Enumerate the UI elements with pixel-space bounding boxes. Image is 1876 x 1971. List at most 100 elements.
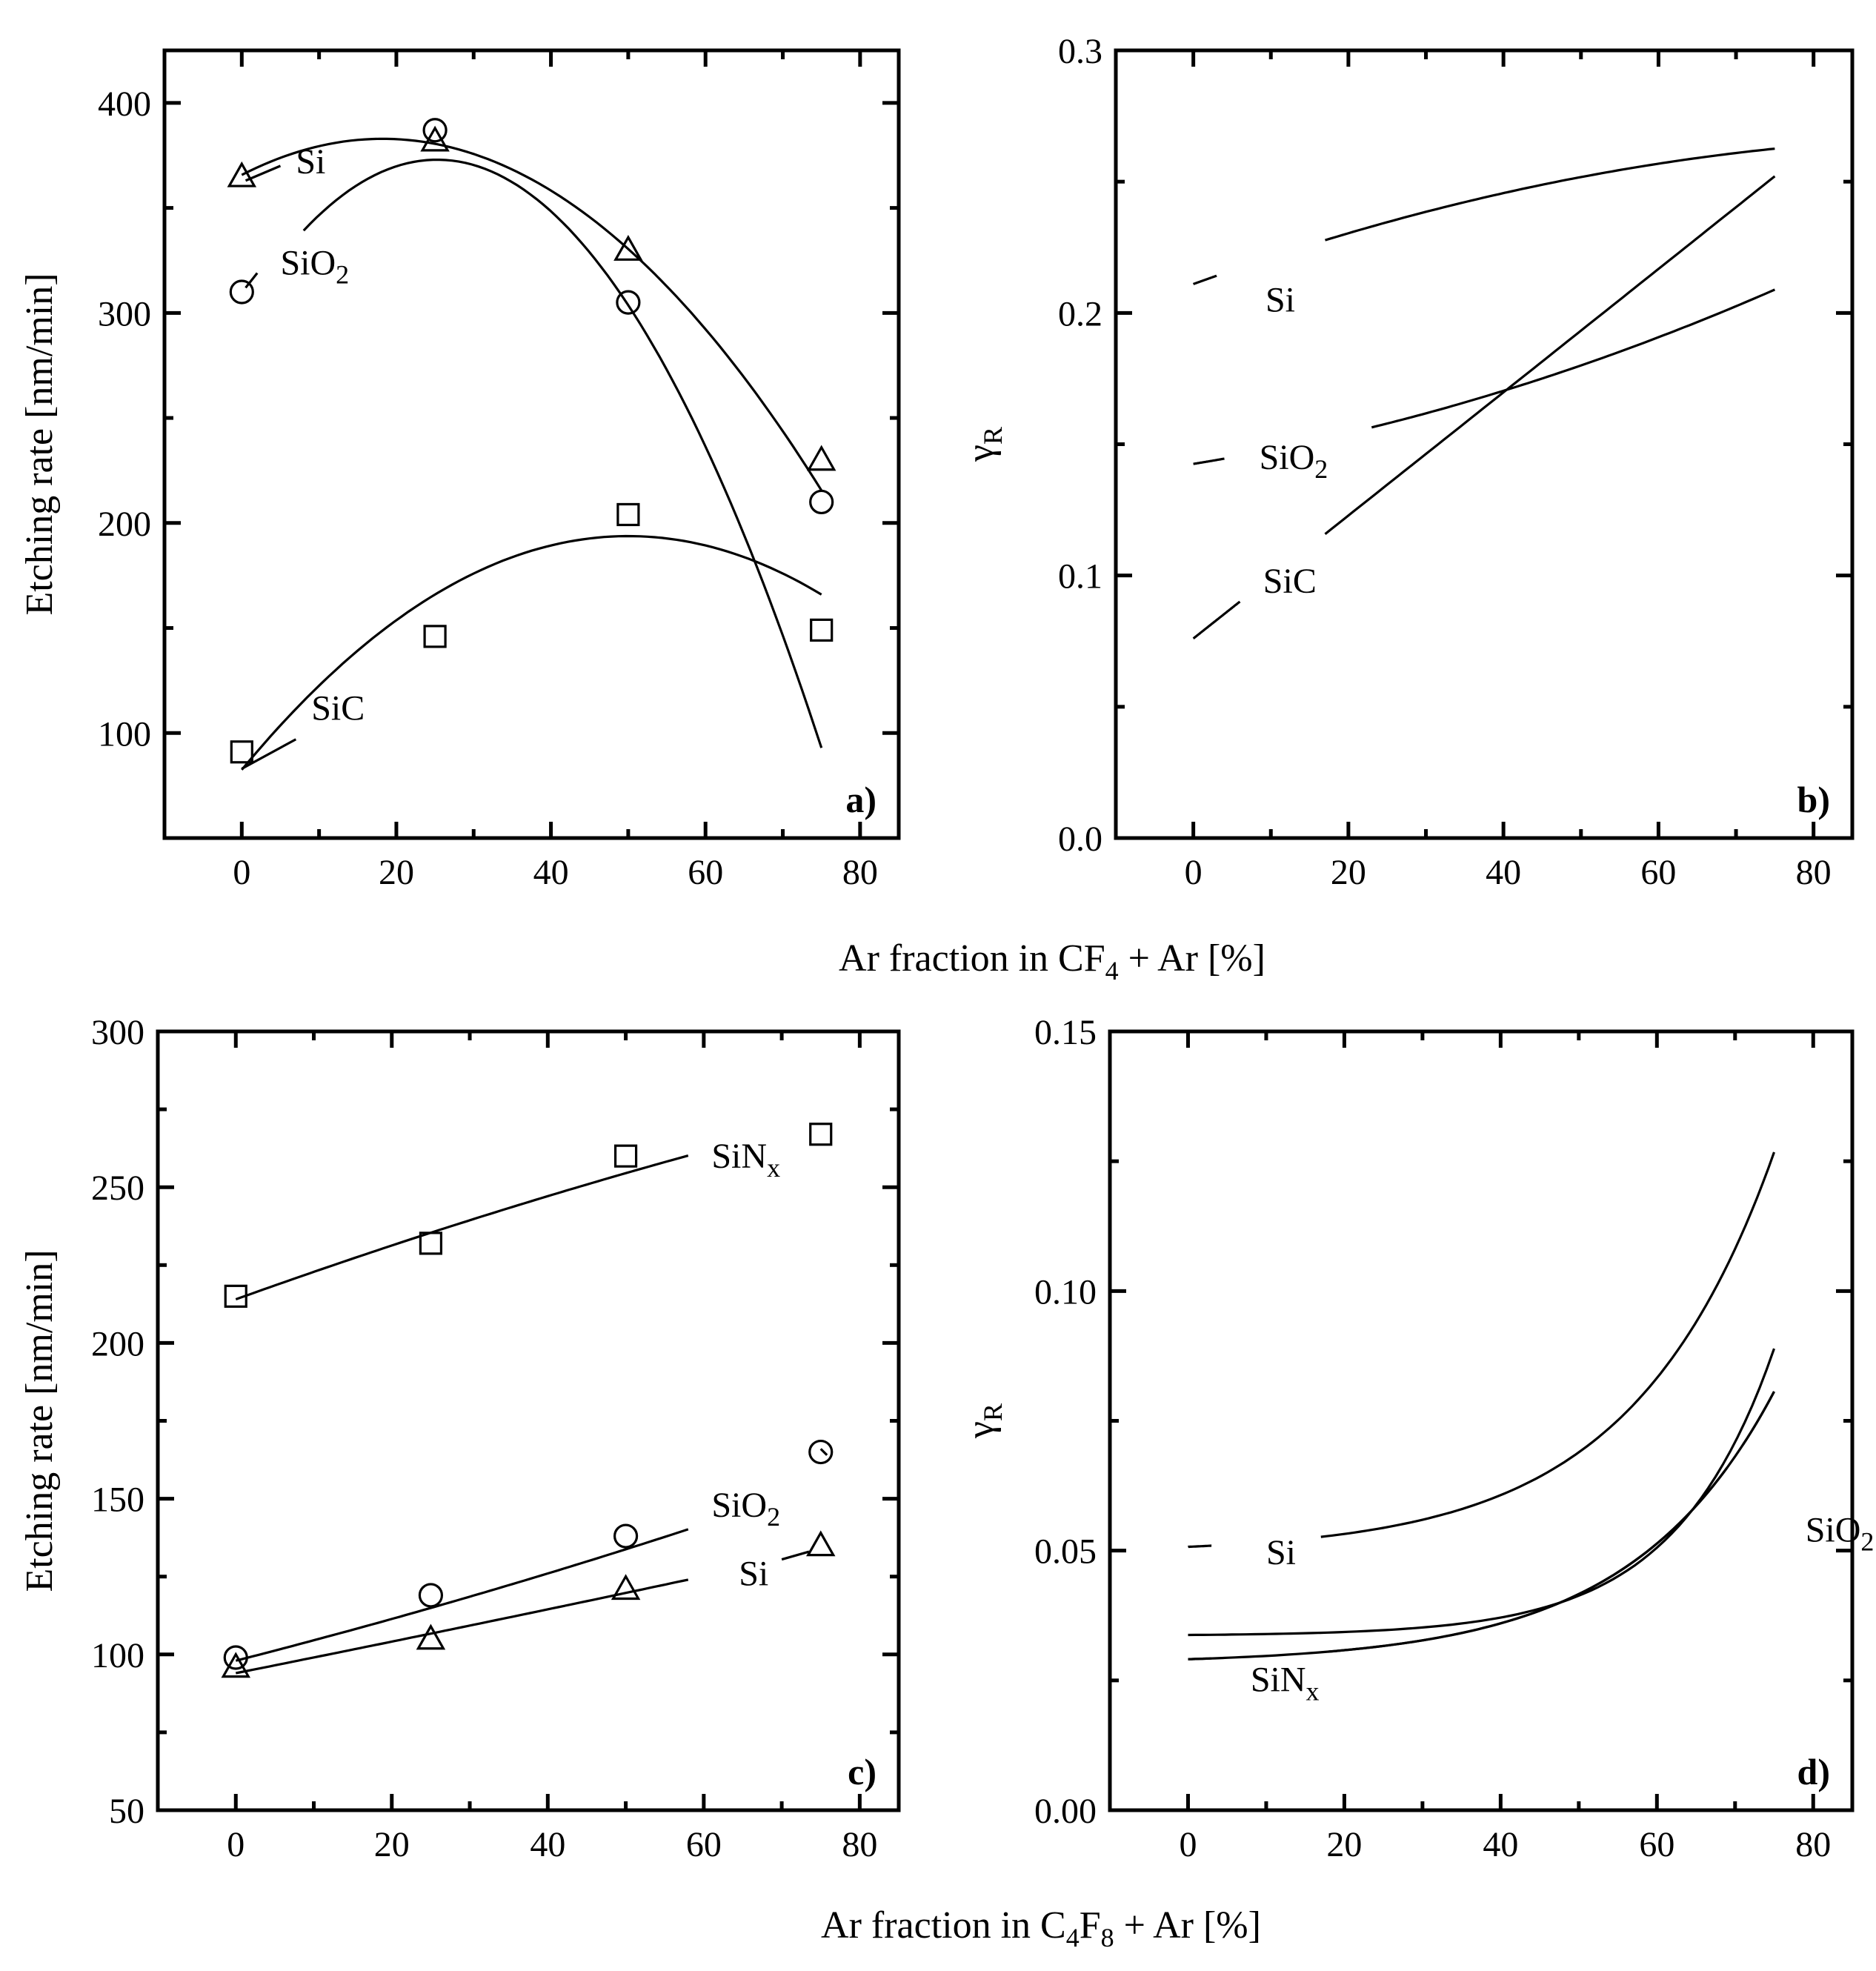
panel-b-series-sio2-curve — [1193, 457, 1225, 465]
panel-b-xtick-label: 40 — [1486, 853, 1521, 892]
panel-c-series-si-leader — [781, 1550, 810, 1561]
panel-c-series-sinx-point — [419, 1232, 443, 1255]
panel-b-label: b) — [1797, 779, 1830, 820]
panel-a-series-sic-point — [616, 502, 640, 527]
panel-a: 0 20 40 60 80 100 200 300 400 Etching rate [nm/mi… — [19, 48, 901, 892]
panel-c-series-sinx-point — [613, 1144, 638, 1168]
panel-c-series-sio2-curve — [235, 1528, 689, 1662]
panel-c-frame — [156, 1029, 901, 1812]
x-axis-title-bottom: Ar fraction in C4F8 + Ar [%] — [821, 1904, 1261, 1952]
panel-c-series-sinx-point — [809, 1123, 833, 1146]
x-axis-title-top: Ar fraction in CF4 + Ar [%] — [839, 937, 1265, 985]
panel-c-series-sinx-curve — [235, 1154, 689, 1301]
panel-a-series-sio2-label: SiO2 — [280, 243, 349, 289]
panel-a-series-si-point — [806, 445, 836, 471]
panel-a-y-axis-title: Etching rate [nm/min] — [19, 273, 61, 615]
panel-a-xtick-label: 40 — [533, 853, 569, 892]
panel-c-series-sio2-point — [418, 1583, 444, 1608]
panel-a-ytick-label: 400 — [98, 84, 151, 124]
panel-c-ytick-label: 100 — [91, 1636, 144, 1675]
panel-a-series-sio2-point — [422, 118, 448, 143]
panel-d-series-si-curve — [1320, 1151, 1776, 1538]
panel-a-series-si-point — [420, 125, 450, 152]
panel-c-xtick-label: 20 — [374, 1825, 410, 1864]
panel-d-xtick-label: 20 — [1326, 1825, 1362, 1864]
panel-c-series-si-point — [221, 1652, 251, 1678]
panel-a-xtick-label: 20 — [379, 853, 414, 892]
panel-d-ytick-label: 0.10 — [1034, 1272, 1097, 1312]
panel-b-xtick-label: 20 — [1331, 853, 1366, 892]
panel-c-series-sinx-label: SiNx — [711, 1137, 780, 1183]
panel-a-series-si-curve — [241, 137, 823, 491]
panel-a-series-si-label: Si — [296, 142, 325, 182]
panel-d-ytick-label: 0.05 — [1034, 1532, 1097, 1572]
panel-b-series-si-label: Si — [1265, 281, 1295, 320]
panel-b-xtick-label: 60 — [1640, 853, 1676, 892]
panel-a-series-sio2-curve — [302, 159, 823, 748]
panel-b: 0 20 40 60 80 0.0 0.1 0.2 0.3 γR b) Si SiO2 SiC — [959, 32, 1855, 892]
panel-c-ytick-label: 50 — [109, 1792, 144, 1831]
panel-a-xtick-label: 60 — [688, 853, 723, 892]
panel-a-series-sio2-point — [809, 489, 834, 515]
panel-c-series-sio2-point — [613, 1523, 639, 1549]
panel-b-ytick-label: 0.3 — [1058, 32, 1102, 71]
panel-a-series-sic-point — [230, 740, 253, 764]
panel-b-series-si-curve — [1192, 274, 1217, 285]
panel-a-series-sio2-point — [229, 279, 254, 305]
panel-c-series-sio2-point — [808, 1439, 834, 1465]
panel-a-xtick-label: 0 — [233, 853, 250, 892]
panel-b-series-si-curve — [1325, 147, 1775, 242]
panel-c-ytick-label: 200 — [91, 1324, 144, 1363]
panel-b-xtick-label: 80 — [1796, 853, 1832, 892]
panel-a-ytick-label: 300 — [98, 294, 151, 333]
panel-c-series-sio2-label: SiO2 — [711, 1486, 780, 1532]
panel-c-xtick-label: 0 — [227, 1825, 245, 1864]
panel-a-series-sic-leader — [241, 738, 297, 770]
panel-c-series-si-point — [805, 1530, 836, 1557]
panel-d-frame — [1108, 1029, 1855, 1812]
panel-a-series-sic-point — [423, 625, 447, 648]
panel-c-xtick-label: 40 — [530, 1825, 565, 1864]
panel-d-y-axis-title: γR — [959, 1403, 1008, 1439]
panel-b-ytick-label: 0.2 — [1058, 294, 1102, 333]
panel-c-y-axis-title: Etching rate [nm/min] — [19, 1249, 61, 1592]
panel-c-series-si-curve — [235, 1578, 689, 1675]
panel-d-series-sinx-curve — [1328, 1391, 1775, 1653]
panel-c-ytick-label: 300 — [91, 1013, 144, 1052]
panel-c-series-si-point — [416, 1623, 446, 1650]
panel-d-series-si-curve — [1188, 1544, 1212, 1549]
panel-c-series-sinx-point — [224, 1284, 247, 1308]
panel-d-ytick-label: 0.15 — [1034, 1013, 1097, 1052]
panel-a-series-sic-label: SiC — [311, 688, 365, 728]
panel-d-series-sinx-label: SiNx — [1251, 1660, 1320, 1706]
panel-b-frame — [1114, 48, 1855, 840]
panel-b-series-sic-curve — [1192, 600, 1241, 639]
panel-d-series-sio2-curve — [1188, 1466, 1729, 1661]
panel-a-series-sic-curve — [241, 534, 822, 771]
panel-b-series-sio2-curve — [1371, 288, 1776, 429]
panel-d-ytick-label: 0.00 — [1034, 1792, 1097, 1831]
panel-b-ytick-label: 0.1 — [1058, 557, 1102, 596]
panel-c-series-sio2-leader — [819, 1448, 828, 1456]
panel-b-series-sic-curve — [1324, 175, 1776, 535]
panel-c-series-si-label: Si — [739, 1554, 768, 1593]
panel-d-series-curve-1-curve — [1188, 1348, 1776, 1637]
panel-d-series-sio2-label: SiO2 — [1806, 1511, 1875, 1557]
panel-d: 0 20 40 60 80 0.00 0.05 0.10 0.15 γR d) Si SiNx SiO2 — [959, 1013, 1874, 1864]
panel-a-series-si-point — [227, 161, 257, 187]
panel-c-label: c) — [848, 1751, 877, 1792]
panel-d-xtick-label: 60 — [1639, 1825, 1674, 1864]
panel-d-xtick-label: 80 — [1795, 1825, 1831, 1864]
panel-a-series-sio2-point — [616, 290, 641, 315]
panel-a-ytick-label: 200 — [98, 505, 151, 544]
panel-a-series-sio2-leader — [245, 272, 259, 289]
panel-c-ytick-label: 250 — [91, 1169, 144, 1208]
panel-d-label: d) — [1797, 1751, 1830, 1792]
panel-c-xtick-label: 80 — [842, 1825, 877, 1864]
panel-c-ytick-label: 150 — [91, 1480, 144, 1520]
panel-a-series-sic-point — [810, 618, 834, 642]
panel-a-series-si-point — [613, 235, 643, 261]
panel-a-xtick-label: 80 — [842, 853, 878, 892]
panel-d-series-si-label: Si — [1266, 1533, 1296, 1572]
